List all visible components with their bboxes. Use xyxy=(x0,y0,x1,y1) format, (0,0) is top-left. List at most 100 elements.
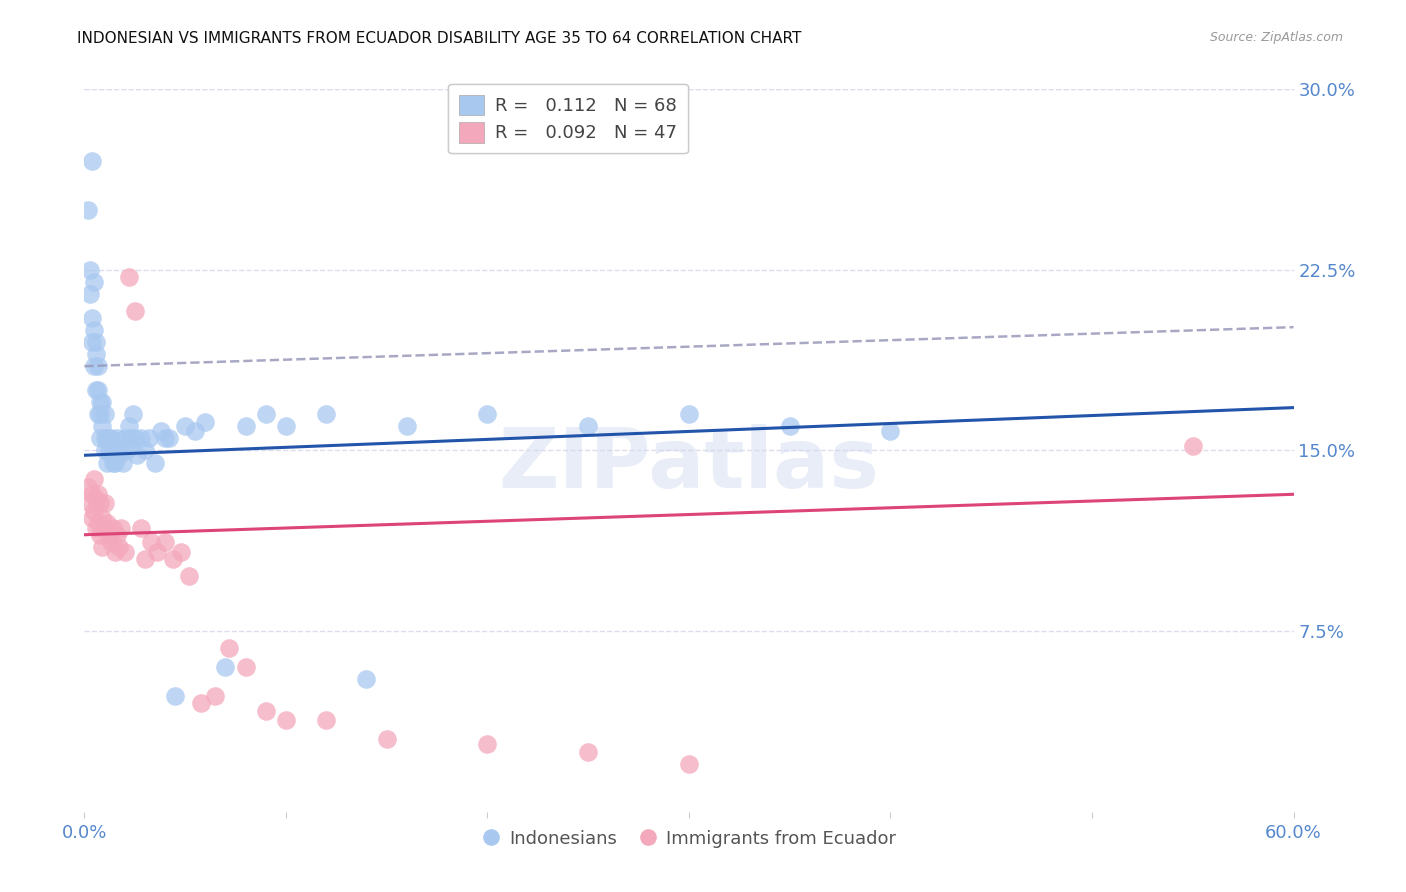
Point xyxy=(1181,439,1204,453)
Point xyxy=(93,407,115,421)
Point xyxy=(254,704,277,718)
Point xyxy=(107,540,129,554)
Point xyxy=(477,407,499,421)
Point xyxy=(235,419,257,434)
Point xyxy=(104,443,127,458)
Point xyxy=(97,431,120,445)
Point xyxy=(184,424,207,438)
Point xyxy=(114,544,136,558)
Point xyxy=(89,407,111,421)
Text: ZIPatlas: ZIPatlas xyxy=(499,425,879,506)
Point xyxy=(87,359,110,373)
Point xyxy=(107,448,129,462)
Point xyxy=(91,395,114,409)
Point xyxy=(87,407,110,421)
Point xyxy=(105,431,128,445)
Point xyxy=(110,443,132,458)
Point xyxy=(82,334,104,349)
Point xyxy=(93,520,115,534)
Point xyxy=(86,520,108,534)
Point xyxy=(153,431,176,445)
Point xyxy=(89,496,111,510)
Point xyxy=(86,347,108,361)
Point xyxy=(134,551,156,566)
Point xyxy=(83,503,105,517)
Point xyxy=(157,431,180,445)
Point xyxy=(121,407,143,421)
Point xyxy=(101,443,124,458)
Point xyxy=(82,154,104,169)
Point xyxy=(86,384,108,398)
Point xyxy=(97,443,120,458)
Point xyxy=(477,737,499,751)
Point xyxy=(576,744,599,758)
Point xyxy=(111,455,134,469)
Point xyxy=(79,496,101,510)
Point xyxy=(274,713,297,727)
Point xyxy=(100,535,122,549)
Point xyxy=(89,395,111,409)
Point xyxy=(97,527,120,541)
Point xyxy=(86,491,108,506)
Point xyxy=(315,407,337,421)
Point xyxy=(375,732,398,747)
Point xyxy=(79,262,101,277)
Point xyxy=(79,286,101,301)
Point xyxy=(153,535,176,549)
Point xyxy=(139,535,162,549)
Point xyxy=(96,455,118,469)
Point xyxy=(274,419,297,434)
Point xyxy=(100,448,122,462)
Point xyxy=(779,419,801,434)
Point xyxy=(105,527,128,541)
Point xyxy=(190,696,212,710)
Point xyxy=(149,424,172,438)
Text: INDONESIAN VS IMMIGRANTS FROM ECUADOR DISABILITY AGE 35 TO 64 CORRELATION CHART: INDONESIAN VS IMMIGRANTS FROM ECUADOR DI… xyxy=(77,31,801,46)
Point xyxy=(118,419,141,434)
Point xyxy=(879,424,901,438)
Point xyxy=(83,275,105,289)
Point xyxy=(194,415,217,429)
Point xyxy=(146,544,169,558)
Point xyxy=(82,310,104,325)
Point xyxy=(214,660,236,674)
Point xyxy=(678,756,700,771)
Point xyxy=(356,673,378,687)
Point xyxy=(96,516,118,530)
Point xyxy=(101,455,124,469)
Point xyxy=(179,568,201,582)
Point xyxy=(235,660,257,674)
Point xyxy=(115,443,138,458)
Point xyxy=(91,419,114,434)
Point xyxy=(678,407,700,421)
Point xyxy=(100,431,122,445)
Point xyxy=(118,270,141,285)
Point xyxy=(82,487,104,501)
Point xyxy=(77,480,100,494)
Point xyxy=(218,640,240,655)
Point xyxy=(77,202,100,217)
Point xyxy=(104,455,127,469)
Point xyxy=(91,540,114,554)
Point xyxy=(83,472,105,486)
Point xyxy=(129,431,152,445)
Point xyxy=(143,455,166,469)
Point xyxy=(124,431,146,445)
Point xyxy=(125,448,148,462)
Point xyxy=(165,689,187,703)
Point xyxy=(174,419,197,434)
Point xyxy=(87,516,110,530)
Point xyxy=(101,520,124,534)
Point xyxy=(93,443,115,458)
Point xyxy=(124,303,146,318)
Point xyxy=(114,431,136,445)
Point xyxy=(93,431,115,445)
Legend: Indonesians, Immigrants from Ecuador: Indonesians, Immigrants from Ecuador xyxy=(472,821,905,857)
Point xyxy=(86,334,108,349)
Point xyxy=(83,359,105,373)
Point xyxy=(254,407,277,421)
Point xyxy=(162,551,184,566)
Point xyxy=(89,527,111,541)
Point xyxy=(91,511,114,525)
Point xyxy=(83,323,105,337)
